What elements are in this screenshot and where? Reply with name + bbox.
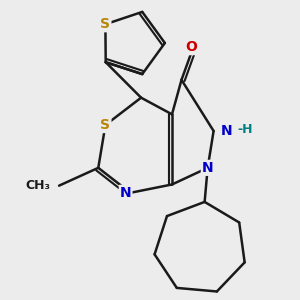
Text: S: S	[100, 118, 110, 132]
Text: O: O	[186, 40, 197, 54]
Text: N: N	[202, 161, 214, 175]
Text: -H: -H	[237, 123, 253, 136]
Text: CH₃: CH₃	[25, 179, 50, 192]
Text: N: N	[120, 186, 131, 200]
Text: S: S	[100, 17, 110, 31]
Text: N: N	[221, 124, 232, 138]
